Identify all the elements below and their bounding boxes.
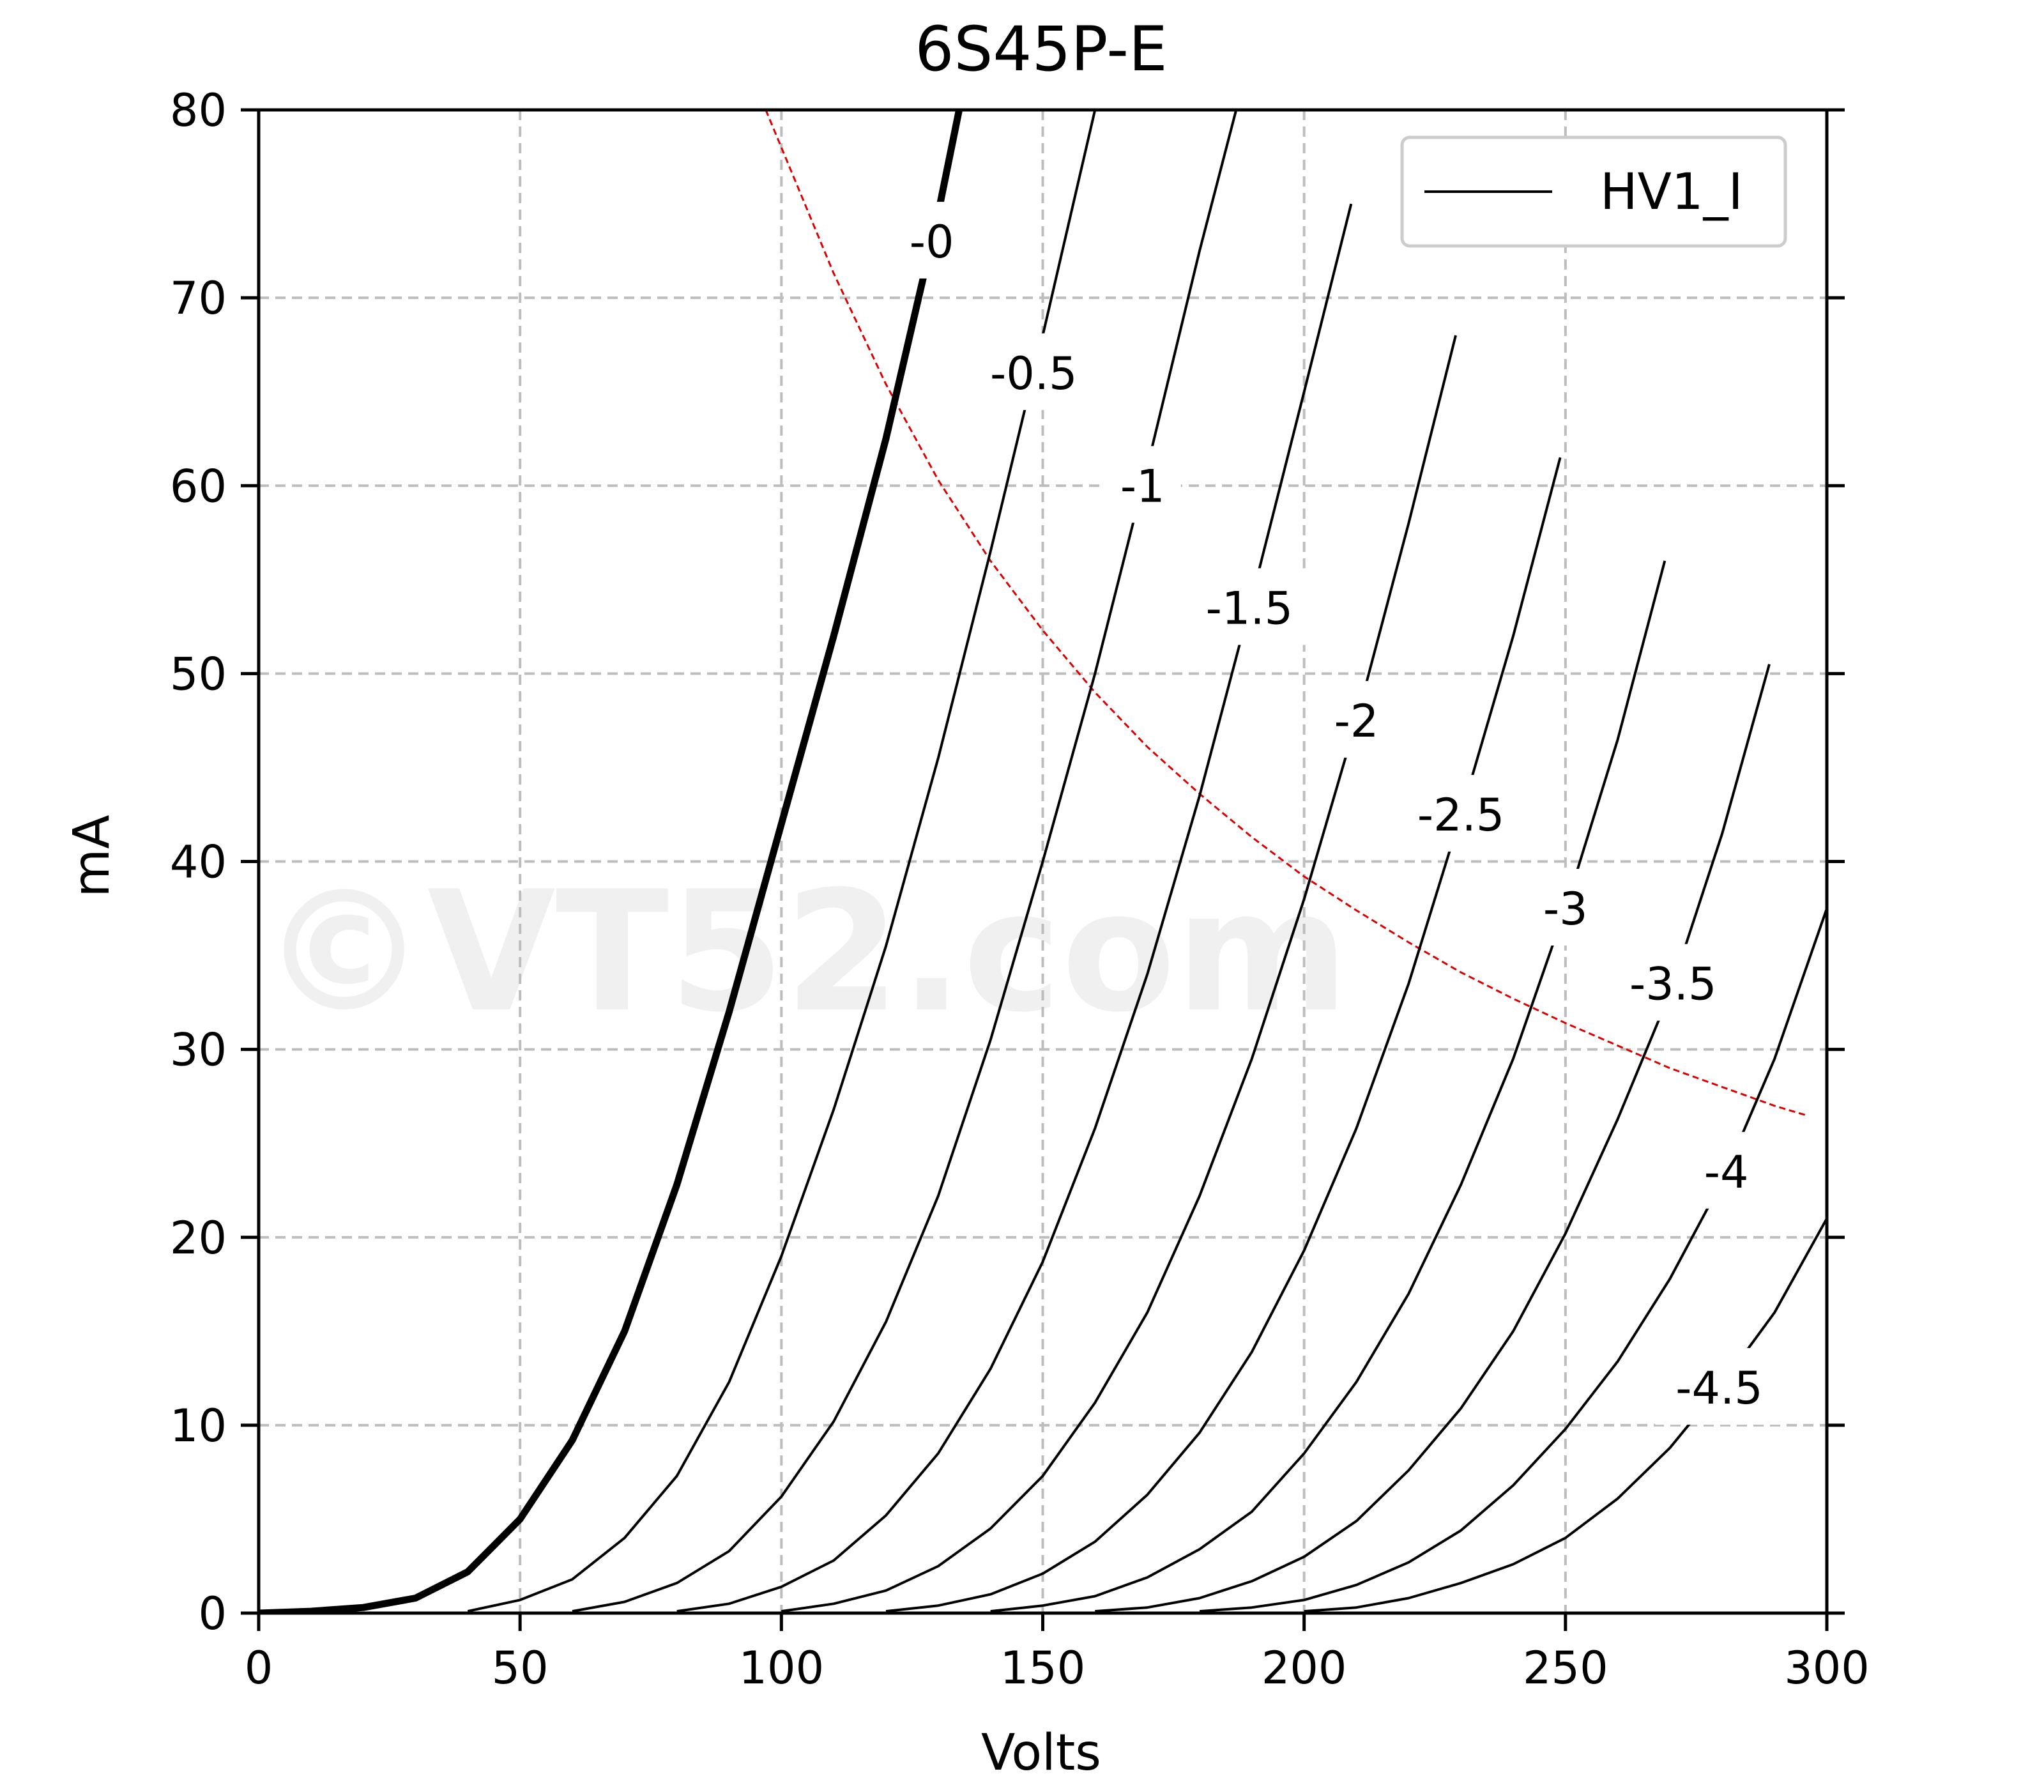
curve-label: -4 [1704,1146,1749,1198]
curve-label-backing [1655,1348,1783,1425]
curve-label: -4.5 [1675,1362,1763,1414]
x-tick-label: 150 [1000,1642,1086,1694]
y-tick-label: 70 [170,272,227,325]
axes: 0 50 100 150 200 250 300 0 10 20 30 40 50 60 70 80 [170,84,1870,1694]
curve-label: -1 [1120,460,1165,512]
x-tick-label: 200 [1262,1642,1347,1694]
x-axis-title: Volts [981,1724,1101,1782]
curve-label-backing [1527,869,1604,946]
y-tick-label: 60 [170,460,227,512]
legend-entry-hv1-i: HV1_I [1600,164,1743,221]
y-tick-label: 40 [170,836,227,889]
y-tick-label: 30 [170,1024,227,1076]
chart-title: 6S45P-E [915,13,1167,85]
curve-label: -3.5 [1629,958,1717,1011]
curve-label: -3 [1543,883,1588,935]
curve-label-backing [1609,944,1737,1021]
legend-box [1400,135,1787,248]
y-tick-label: 20 [170,1212,227,1264]
legend: HV1_I [1400,135,1787,248]
curve-label-backing [1185,568,1313,645]
curve-label: -1.5 [1206,582,1293,634]
curve-label: -2 [1334,695,1379,747]
curve-label: -2.5 [1417,789,1505,841]
curve-label-backing [1104,446,1181,523]
y-tick-label: 50 [170,648,227,700]
y-tick-label: 10 [170,1400,227,1452]
curve-label-backing [1397,774,1525,852]
curve-label: -0.5 [990,348,1078,400]
curves-layer: -0 -0.5 -1 -1.5 -2 -2.5 -3 -3.5 -4 -4.5 [259,110,1827,1613]
x-tick-label: 0 [245,1642,273,1694]
watermark: ©VT52.com [261,856,1349,1049]
x-tick-label: 300 [1784,1642,1870,1694]
x-tick-label: 50 [492,1642,549,1694]
x-tick-label: 100 [739,1642,825,1694]
y-tick-label: 0 [198,1588,227,1640]
y-axis-title: mA [63,815,121,897]
curve-label-backing [1318,680,1395,758]
plot-frame [257,108,1829,1615]
curve--0 [259,110,963,1613]
curve--0.5 [467,110,1097,1613]
x-tick-label: 250 [1523,1642,1608,1694]
curve-label-backing [1688,1131,1765,1209]
y-tick-label: 80 [170,84,227,137]
curve-label-backing [970,333,1098,410]
curve-label-backing [893,201,970,279]
curve-label: -0 [910,216,954,268]
